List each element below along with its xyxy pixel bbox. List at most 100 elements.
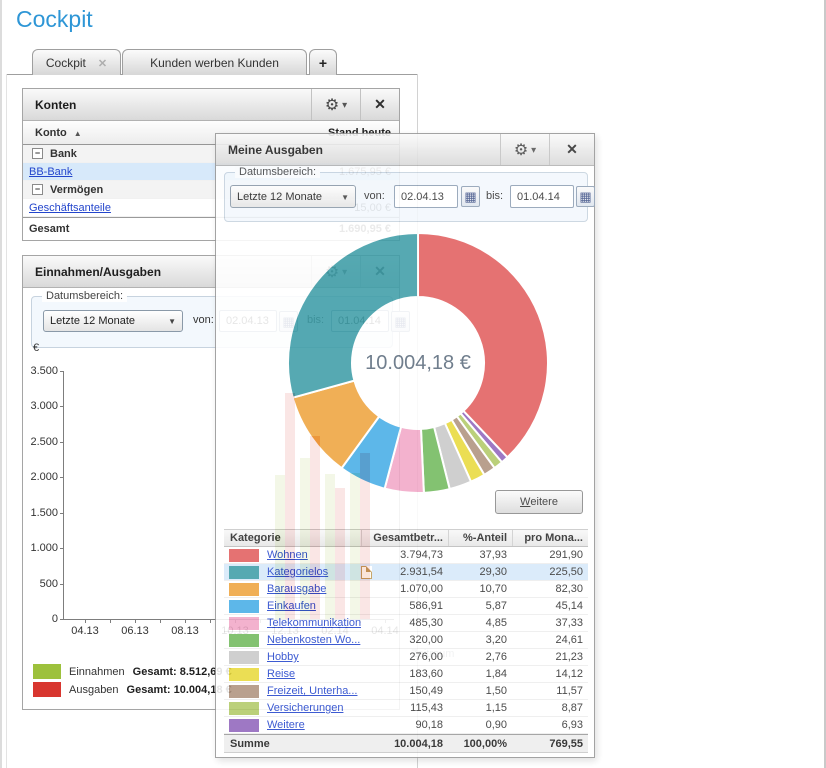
- close-dialog-button[interactable]: [549, 134, 594, 165]
- table-row[interactable]: Hobby 276,00 2,76 21,23: [224, 649, 588, 666]
- panel-title: Konten: [35, 97, 77, 112]
- category-color-swatch: [229, 565, 259, 579]
- column-konto[interactable]: Konto: [35, 126, 67, 139]
- column-anteil[interactable]: %-Anteil: [448, 530, 512, 546]
- chevron-down-icon: [162, 315, 182, 327]
- von-label: von:: [193, 314, 214, 326]
- legend-swatch: [33, 664, 61, 679]
- x-tick-label: 04.13: [71, 625, 99, 637]
- pro-monat-cell: 225,50: [549, 566, 583, 578]
- gesamtbetrag-cell: 150,49: [361, 685, 448, 697]
- gesamtbetrag-value: 183,60: [409, 668, 443, 680]
- date-range-dropdown[interactable]: Letzte 12 Monate: [43, 310, 183, 332]
- account-link[interactable]: BB-Bank: [29, 165, 73, 178]
- table-row[interactable]: Freizeit, Unterha... 150,49 1,50 11,57: [224, 683, 588, 700]
- tab-add[interactable]: +: [309, 49, 337, 75]
- anteil-cell: 5,87: [485, 600, 507, 612]
- y-tick-label: 1.000: [30, 542, 58, 555]
- anteil-cell: 1,84: [485, 668, 507, 680]
- category-cell: Kategorielos: [259, 566, 361, 578]
- column-gesamtbetrag[interactable]: Gesamtbetr...: [361, 530, 448, 546]
- y-tick-mark: [60, 441, 64, 443]
- content-left-border: [6, 74, 7, 768]
- legend-label: Einnahmen: [69, 665, 125, 678]
- table-row[interactable]: Nebenkosten Wo... 320,00 3,20 24,61: [224, 632, 588, 649]
- category-link[interactable]: Einkaufen: [267, 600, 316, 612]
- y-tick-mark: [60, 477, 64, 479]
- table-row[interactable]: Telekommunikation 485,30 4,85 37,33: [224, 615, 588, 632]
- category-color-swatch: [229, 599, 259, 613]
- category-color-swatch: [229, 548, 259, 562]
- category-link[interactable]: Telekommunikation: [267, 617, 361, 629]
- von-date-value: 02.04.13: [401, 190, 444, 203]
- category-link[interactable]: Barausgabe: [267, 583, 327, 595]
- gesamtbetrag-value: 150,49: [409, 685, 443, 697]
- gesamtbetrag-value: 485,30: [409, 617, 443, 629]
- table-row[interactable]: Kategorielos 2.931,54 29,30 225,50: [224, 564, 588, 581]
- chevron-down-icon: [339, 99, 347, 111]
- x-tick-mark: [185, 619, 186, 623]
- category-link[interactable]: Freizeit, Unterha...: [267, 685, 358, 697]
- gesamtbetrag-value: 2.931,54: [400, 566, 443, 578]
- table-row[interactable]: Wohnen 3.794,73 37,93 291,90: [224, 547, 588, 564]
- calendar-button[interactable]: [576, 186, 595, 207]
- pro-monat-cell: 291,90: [549, 549, 583, 561]
- legend-total: Gesamt: 8.512,69 €: [132, 665, 232, 678]
- account-link[interactable]: Geschäftsanteile: [29, 201, 111, 214]
- legend-item: Ausgaben Gesamt: 10.004,18 €: [33, 682, 232, 697]
- table-row[interactable]: Einkaufen 586,91 5,87 45,14: [224, 598, 588, 615]
- table-row[interactable]: Barausgabe 1.070,00 10,70 82,30: [224, 581, 588, 598]
- category-link[interactable]: Hobby: [267, 651, 299, 663]
- expenses-table-header[interactable]: Kategorie Gesamtbetr... %-Anteil pro Mon…: [224, 529, 588, 547]
- category-link[interactable]: Kategorielos: [267, 566, 329, 578]
- summe-pro-monat: 769,55: [549, 737, 583, 750]
- column-kategorie[interactable]: Kategorie: [230, 532, 281, 544]
- gear-icon: [325, 95, 339, 115]
- anteil-cell: 2,76: [485, 651, 507, 663]
- pro-monat-cell: 8,87: [561, 702, 583, 714]
- tab-label: Kunden werben Kunden: [150, 55, 279, 70]
- y-tick-mark: [60, 406, 64, 408]
- category-link[interactable]: Weitere: [267, 719, 305, 731]
- category-color-swatch: [229, 650, 259, 664]
- tab-label: Cockpit: [45, 55, 86, 70]
- gesamtbetrag-cell: 276,00: [361, 651, 448, 663]
- dialog-title: Meine Ausgaben: [228, 142, 323, 157]
- pro-monat-cell: 37,33: [555, 617, 583, 629]
- category-link[interactable]: Reise: [267, 668, 296, 680]
- gear-menu-button[interactable]: [311, 89, 360, 120]
- donut-slice[interactable]: [287, 231, 419, 399]
- tab-cockpit[interactable]: Cockpit: [32, 49, 121, 75]
- pro-monat-cell: 6,93: [561, 719, 583, 731]
- table-row[interactable]: Versicherungen 115,43 1,15 8,87: [224, 700, 588, 717]
- date-range-dropdown[interactable]: Letzte 12 Monate: [230, 185, 356, 208]
- category-link[interactable]: Wohnen: [267, 549, 308, 561]
- gesamtbetrag-value: 90,18: [415, 719, 443, 731]
- gear-menu-button[interactable]: [500, 134, 549, 165]
- category-cell: Telekommunikation: [259, 617, 361, 629]
- collapse-icon[interactable]: [32, 184, 43, 195]
- table-row[interactable]: Weitere 90,18 0,90 6,93: [224, 717, 588, 734]
- close-panel-button[interactable]: [360, 89, 399, 120]
- y-tick-label: 1.500: [30, 506, 58, 519]
- donut-slice[interactable]: [417, 231, 549, 459]
- table-row[interactable]: Reise 183,60 1,84 14,12: [224, 666, 588, 683]
- von-date-field[interactable]: 02.04.13: [394, 185, 458, 208]
- column-pro-monat[interactable]: pro Mona...: [512, 530, 588, 546]
- collapse-icon[interactable]: [32, 148, 43, 159]
- calendar-button[interactable]: [461, 186, 480, 207]
- x-tick-mark: [160, 619, 161, 623]
- pro-monat-cell: 45,14: [555, 600, 583, 612]
- category-link[interactable]: Versicherungen: [267, 702, 344, 714]
- y-tick-label: 2.000: [30, 471, 58, 484]
- dropdown-value: Letzte 12 Monate: [50, 315, 136, 327]
- expenses-table: Kategorie Gesamtbetr... %-Anteil pro Mon…: [224, 529, 588, 753]
- dialog-header[interactable]: Meine Ausgaben: [216, 134, 594, 166]
- y-tick-mark: [60, 548, 64, 550]
- bis-date-field[interactable]: 01.04.14: [510, 185, 574, 208]
- tab-kunden-werben-kunden[interactable]: Kunden werben Kunden: [122, 49, 307, 75]
- tab-close-icon[interactable]: [98, 56, 107, 70]
- anteil-cell: 4,85: [485, 617, 507, 629]
- category-link[interactable]: Nebenkosten Wo...: [267, 634, 361, 646]
